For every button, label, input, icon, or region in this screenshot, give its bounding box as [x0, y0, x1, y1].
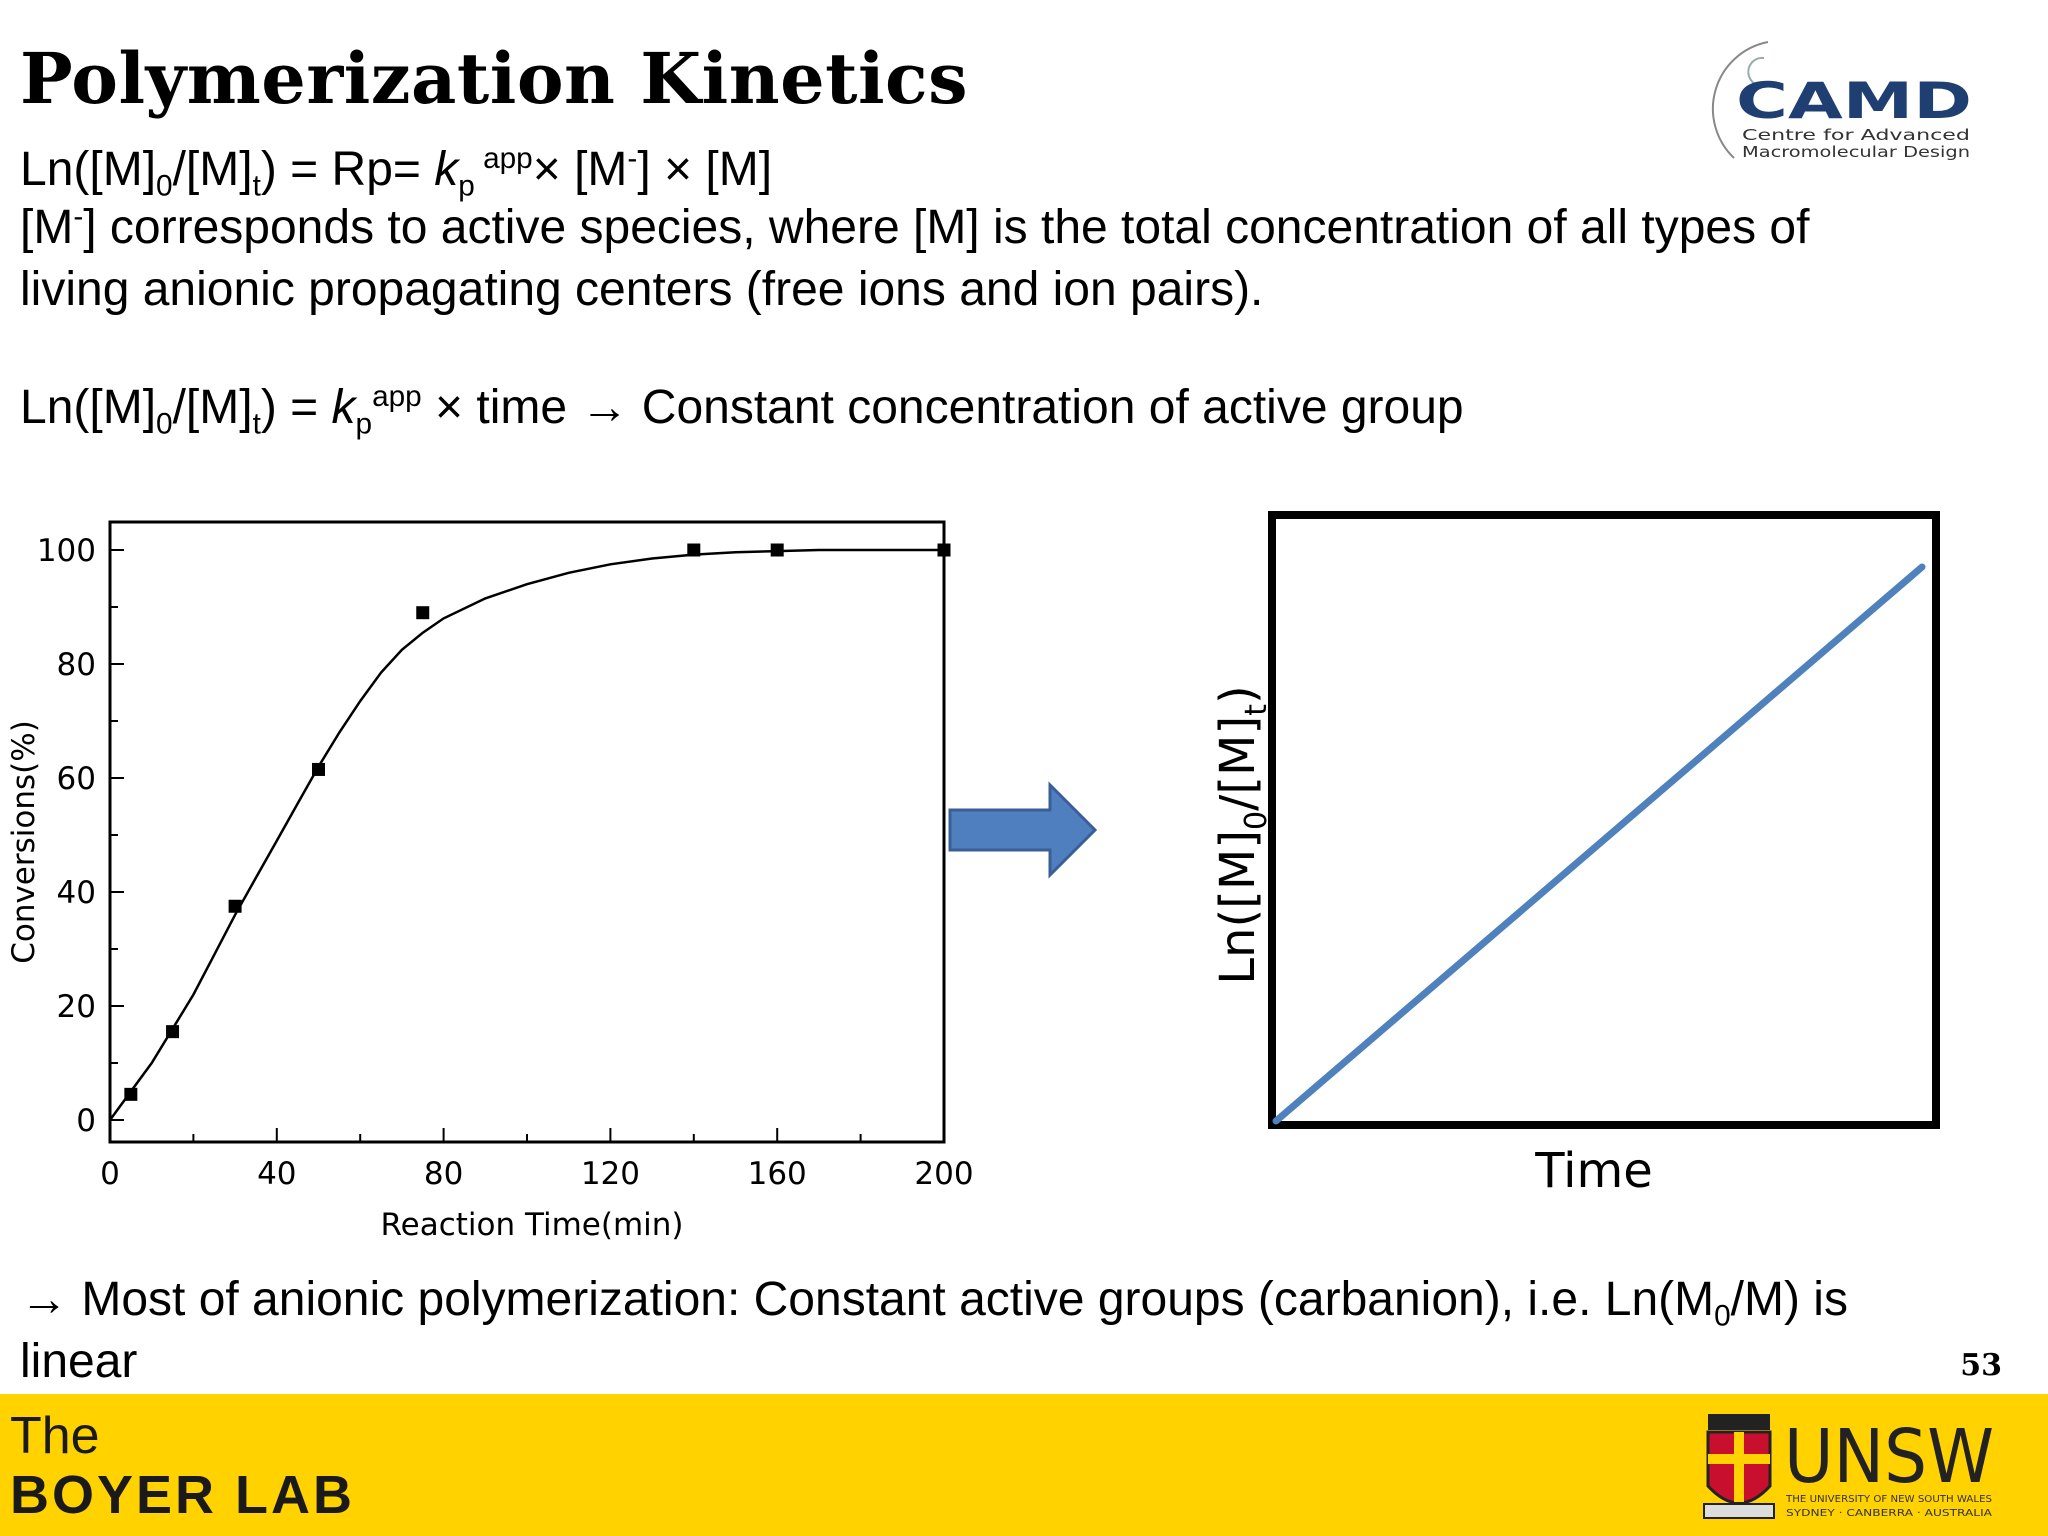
x-axis-ticks: 0 40 80 120 160 200	[100, 1128, 974, 1192]
y-tick-label: 80	[57, 647, 96, 683]
page-title: Polymerization Kinetics	[20, 37, 969, 120]
camd-wordmark: CAMD	[1736, 72, 1972, 130]
x-tick-label: 200	[914, 1156, 973, 1192]
lab-name-the: The	[10, 1407, 100, 1465]
camd-moon-icon	[1747, 56, 1773, 87]
plot-frame	[108, 520, 946, 1144]
y-tick-label: 100	[37, 533, 96, 569]
y-tick-label: 0	[76, 1103, 96, 1139]
ln-time-chart: Time Ln([M]0/[M]t)	[1210, 511, 1940, 1199]
camd-line-2: Macromolecular Design	[1742, 143, 1970, 161]
y-tick-label: 20	[57, 989, 96, 1025]
camd-line-1: Centre for Advanced	[1742, 126, 1970, 144]
unsw-wordmark: UNSW	[1784, 1414, 1994, 1500]
camd-logo: CAMD Centre for Advanced Macromolecular …	[1711, 41, 1972, 161]
data-point	[416, 606, 430, 620]
data-point	[312, 762, 325, 776]
right-arrow-icon	[948, 781, 1098, 879]
unsw-crest-icon	[1703, 1414, 1775, 1519]
data-point	[228, 899, 242, 913]
kinetic-equation: Ln([M]0/[M]t) = kpapp × time → Constant …	[20, 380, 1464, 441]
linear-series-line	[1272, 563, 1926, 1125]
plot-frame-right	[1268, 511, 1940, 1129]
data-point	[124, 1087, 138, 1101]
description-line-1: [M-] corresponds to active species, wher…	[20, 200, 1810, 254]
data-point	[687, 543, 701, 557]
x-tick-label: 0	[100, 1156, 120, 1192]
y-tick-label: 60	[57, 761, 96, 797]
conclusion-line-2: linear	[20, 1335, 138, 1388]
y-axis-label: Conversions(%)	[6, 720, 42, 964]
unsw-small-line-1: THE UNIVERSITY OF NEW SOUTH WALES	[1785, 1494, 1992, 1505]
fit-curve	[108, 548, 944, 1121]
rate-equation: Ln([M]0/[M]t) = Rp= kp app× [M-] × [M]	[20, 142, 773, 203]
x-axis-label-right: Time	[1534, 1143, 1652, 1199]
y-axis-ticks: 0 20 40 60 80 100	[37, 533, 124, 1139]
page-number: 53	[1960, 1348, 2002, 1383]
x-tick-label: 40	[257, 1156, 296, 1192]
data-point	[937, 543, 951, 557]
unsw-small-line-2: SYDNEY · CANBERRA · AUSTRALIA	[1786, 1508, 1992, 1519]
unsw-logo: UNSW THE UNIVERSITY OF NEW SOUTH WALES S…	[1703, 1414, 1994, 1519]
data-point	[166, 1025, 180, 1039]
lab-name: BOYER LAB	[10, 1465, 356, 1525]
description-line-2: living anionic propagating centers (free…	[20, 263, 1264, 316]
x-tick-label: 120	[581, 1156, 640, 1192]
x-tick-label: 80	[424, 1156, 463, 1192]
arrow-shape	[948, 781, 1098, 879]
x-axis-label: Reaction Time(min)	[380, 1207, 683, 1243]
x-tick-label: 160	[748, 1156, 807, 1192]
conclusion-line-1: → Most of anionic polymerization: Consta…	[20, 1273, 1848, 1333]
data-point	[770, 543, 784, 557]
camd-arc-icon	[1711, 41, 1769, 159]
y-tick-label: 40	[57, 875, 96, 911]
conversion-chart: 0 20 40 60 80 100 0 40 80 120 160 200 Reaction Tim…	[6, 520, 974, 1243]
y-axis-label-right: Ln([M]0/[M]t)	[1210, 685, 1274, 984]
data-points	[124, 543, 951, 1101]
